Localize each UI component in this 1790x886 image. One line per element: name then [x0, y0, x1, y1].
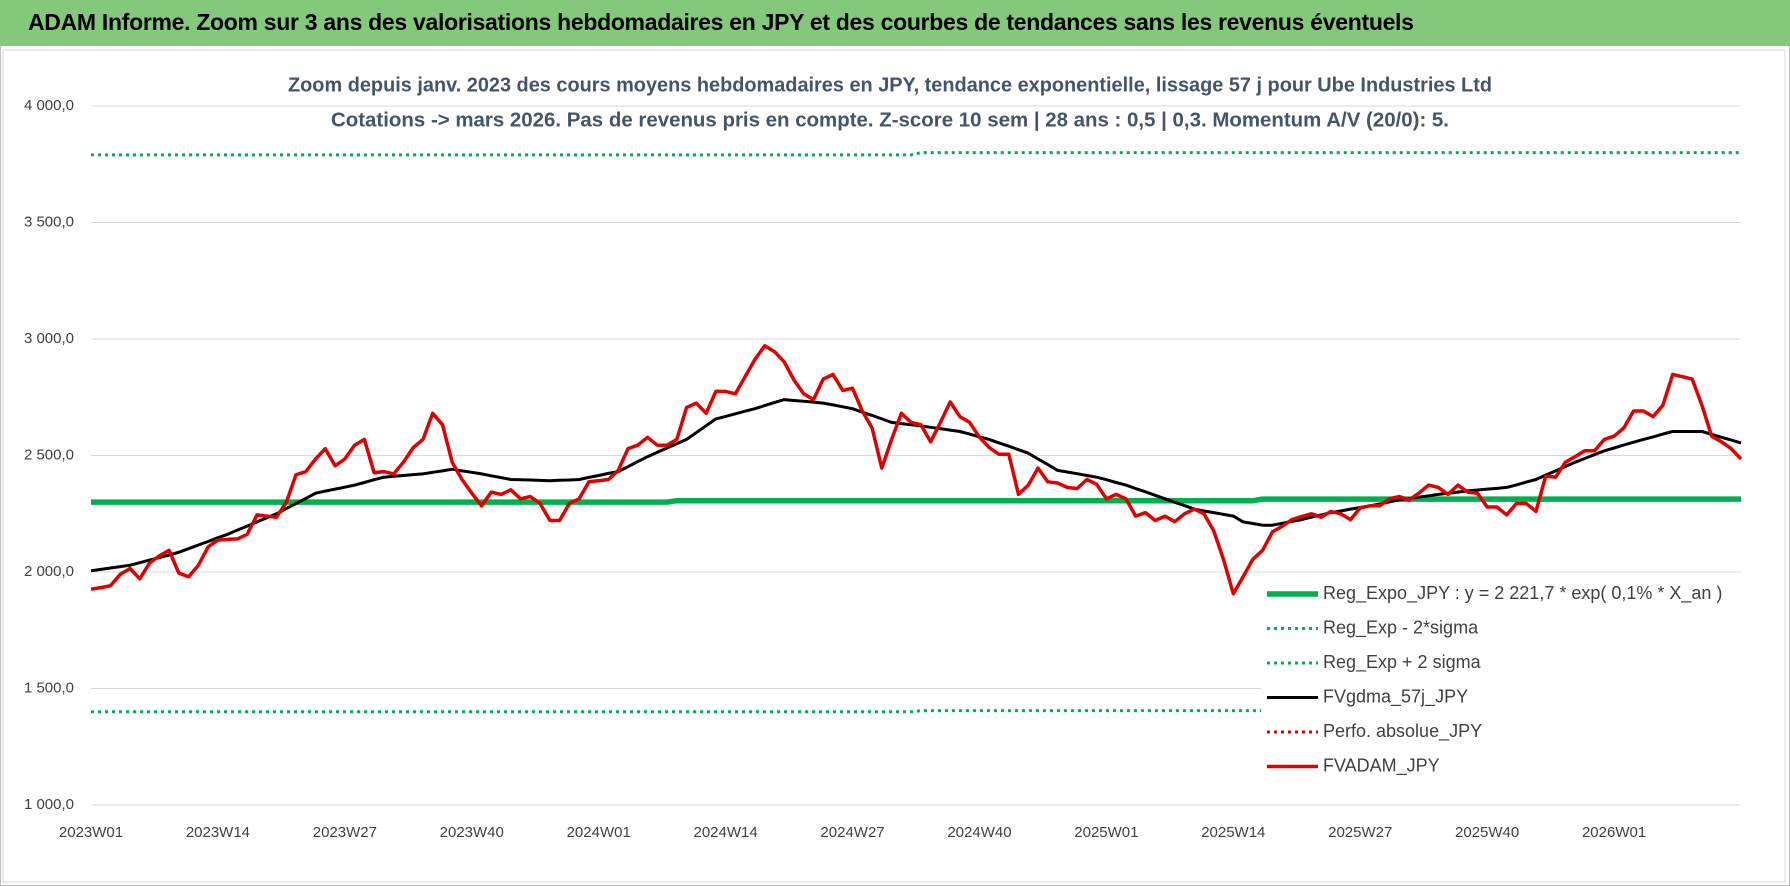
y-tick-label: 2 000,0 — [24, 563, 74, 580]
chart: Zoom depuis janv. 2023 des cours moyens … — [2, 49, 1786, 883]
title-background — [285, 108, 1505, 138]
x-tick-label: 2023W40 — [440, 824, 504, 841]
x-tick-label: 2025W01 — [1074, 824, 1138, 841]
series-line — [90, 344, 1743, 596]
header-title: ADAM Informe. Zoom sur 3 ans des valoris… — [28, 9, 1414, 35]
legend-background — [1261, 576, 1741, 787]
legend-label: Reg_Exp + 2 sigma — [1323, 652, 1482, 673]
series-line — [91, 496, 1741, 505]
y-tick-label: 1 500,0 — [24, 679, 74, 696]
x-tick-label: 2024W14 — [694, 824, 758, 841]
x-tick-label: 2025W40 — [1455, 824, 1519, 841]
x-tick-label: 2024W40 — [947, 824, 1011, 841]
x-tick-label: 2025W27 — [1328, 824, 1392, 841]
header-bar: ADAM Informe. Zoom sur 3 ans des valoris… — [0, 0, 1790, 46]
y-tick-label: 4 000,0 — [24, 97, 74, 114]
x-tick-label: 2025W14 — [1201, 824, 1265, 841]
chart-subtitle: Cotations -> mars 2026. Pas de revenus p… — [331, 109, 1449, 131]
legend-label: Reg_Expo_JPY : y = 2 221,7 * exp( 0,1% *… — [1323, 583, 1722, 604]
plot-lines — [90, 151, 1743, 714]
legend-label: FVgdma_57j_JPY — [1323, 686, 1468, 707]
legend-label: Perfo. absolue_JPY — [1323, 721, 1482, 742]
legend-label: Reg_Exp - 2*sigma — [1323, 617, 1479, 638]
chart-title: Zoom depuis janv. 2023 des cours moyens … — [288, 74, 1492, 96]
y-tick-label: 3 000,0 — [24, 330, 74, 347]
legend-label: FVADAM_JPY — [1323, 755, 1440, 776]
x-tick-label: 2023W14 — [186, 824, 250, 841]
x-tick-label: 2024W27 — [820, 824, 884, 841]
x-tick-label: 2024W01 — [567, 824, 631, 841]
x-tick-label: 2026W01 — [1582, 824, 1646, 841]
legend: Reg_Expo_JPY : y = 2 221,7 * exp( 0,1% *… — [1261, 576, 1741, 787]
y-tick-label: 3 500,0 — [24, 213, 74, 230]
chart-area — [2, 49, 1786, 883]
y-tick-label: 1 000,0 — [24, 796, 74, 813]
series-line — [91, 709, 1741, 714]
series-line — [91, 151, 1741, 157]
y-tick-label: 2 500,0 — [24, 446, 74, 463]
x-tick-label: 2023W27 — [313, 824, 377, 841]
x-tick-label: 2023W01 — [59, 824, 123, 841]
